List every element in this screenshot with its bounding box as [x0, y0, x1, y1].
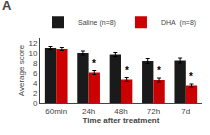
svg-text:DHA (n=8): DHA (n=8)	[161, 19, 196, 27]
svg-text:Time after treatment: Time after treatment	[83, 116, 160, 125]
svg-text:2: 2	[33, 89, 38, 98]
svg-text:48h: 48h	[114, 107, 127, 116]
svg-text:*: *	[157, 65, 161, 76]
svg-text:*: *	[189, 71, 193, 82]
svg-text:A: A	[2, 0, 12, 13]
svg-text:7d: 7d	[181, 107, 190, 116]
svg-text:0: 0	[33, 99, 38, 108]
svg-text:6: 6	[33, 69, 38, 78]
svg-text:*: *	[92, 58, 96, 69]
svg-text:4: 4	[33, 79, 38, 88]
svg-text:72h: 72h	[147, 107, 160, 116]
svg-text:60min: 60min	[45, 107, 67, 116]
svg-text:24h: 24h	[82, 107, 95, 116]
svg-text:Saline (n=8): Saline (n=8)	[78, 19, 116, 27]
svg-text:Average score: Average score	[17, 44, 26, 96]
svg-text:10: 10	[28, 49, 37, 58]
svg-text:8: 8	[33, 59, 38, 68]
svg-text:12: 12	[28, 39, 37, 48]
svg-text:*: *	[125, 65, 129, 76]
